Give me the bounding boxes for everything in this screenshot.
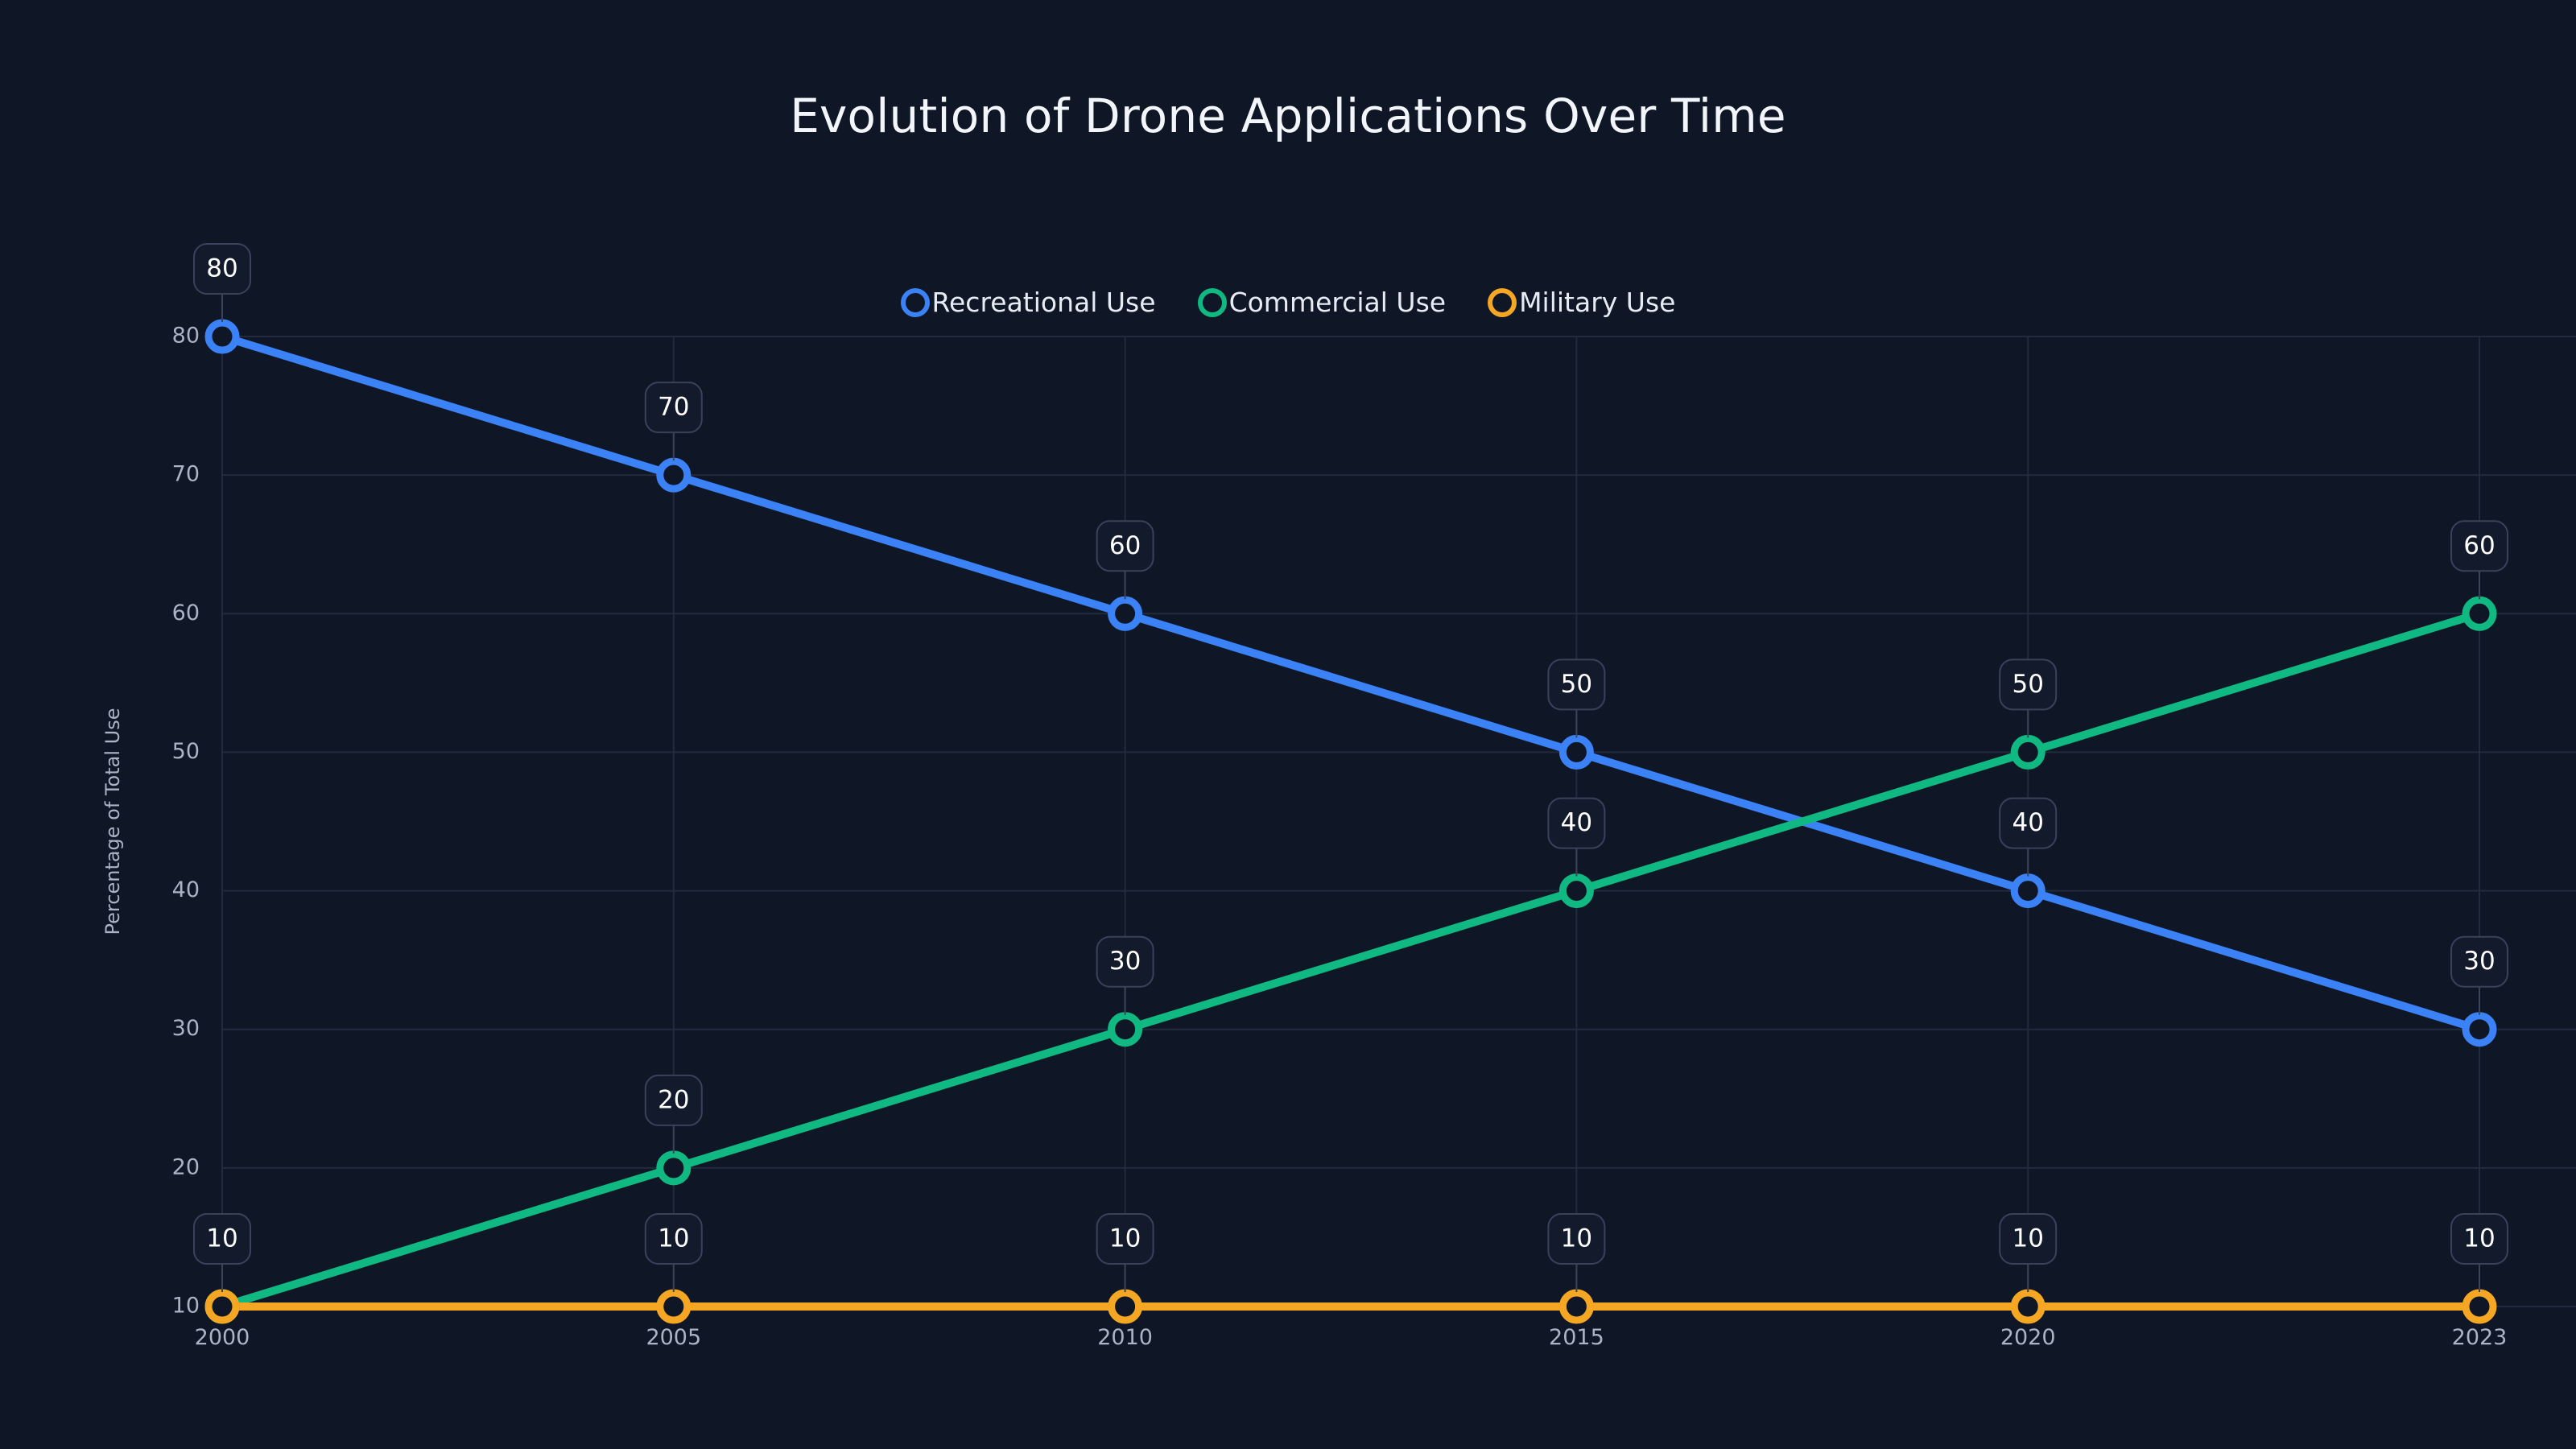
data-label-text: 10: [658, 1224, 689, 1253]
data-label-box: [2450, 935, 2508, 988]
data-label-text: 30: [1109, 947, 1141, 976]
y-axis-tick-label: 80: [172, 324, 200, 349]
y-axis-tick-label: 10: [172, 1294, 200, 1319]
data-label-text: 60: [1109, 531, 1141, 560]
data-label-box: [1999, 1213, 2058, 1265]
data-label-box: [2450, 1213, 2508, 1265]
data-point-marker[interactable]: [2462, 596, 2497, 631]
data-label-text: 40: [1561, 808, 1592, 837]
data-point-marker[interactable]: [656, 457, 691, 493]
y-axis-tick-label: 30: [172, 1016, 200, 1041]
data-point-marker[interactable]: [204, 319, 240, 354]
data-point-marker[interactable]: [656, 1150, 691, 1186]
data-label-text: 80: [206, 254, 237, 283]
data-point-marker[interactable]: [1558, 734, 1594, 770]
data-label-text: 10: [206, 1224, 237, 1253]
x-axis-tick-label: 2005: [646, 1325, 701, 1350]
y-axis-tick-label: 50: [172, 739, 200, 764]
x-axis-tick-label: 2023: [2452, 1325, 2508, 1350]
data-point-marker[interactable]: [2462, 1289, 2497, 1324]
data-point-marker[interactable]: [2010, 1289, 2046, 1324]
data-point-marker[interactable]: [2010, 873, 2046, 909]
data-point-marker[interactable]: [2462, 1012, 2497, 1047]
data-label-box: [644, 1074, 703, 1126]
data-label-box: [2450, 520, 2508, 572]
data-label-box: [1096, 520, 1154, 572]
data-point-marker[interactable]: [1108, 1289, 1143, 1324]
data-label-box: [193, 1213, 251, 1265]
data-point-marker[interactable]: [204, 1289, 240, 1324]
x-axis-tick-label: 2015: [1549, 1325, 1604, 1350]
data-point-marker[interactable]: [1558, 1289, 1594, 1324]
data-label-box: [1999, 797, 2058, 849]
data-label-box: [193, 243, 251, 295]
data-label-box: [644, 1213, 703, 1265]
data-label-text: 10: [2463, 1224, 2495, 1253]
data-label-text: 30: [2463, 947, 2495, 976]
data-label-box: [644, 382, 703, 434]
data-point-marker[interactable]: [1558, 873, 1594, 909]
data-label-box: [1547, 797, 1606, 849]
series-line-1: [218, 609, 2483, 1311]
data-label-box: [1547, 1213, 1606, 1265]
data-label-box: [1999, 658, 2058, 711]
data-point-marker[interactable]: [2010, 734, 2046, 770]
data-label-text: 50: [2012, 670, 2043, 699]
data-label-text: 70: [658, 393, 689, 422]
x-axis-tick-label: 2020: [2000, 1325, 2056, 1350]
data-label-box: [1096, 1213, 1154, 1265]
data-label-text: 10: [2012, 1224, 2043, 1253]
data-label-box: [1096, 935, 1154, 988]
series-line-0: [218, 332, 2483, 1034]
y-axis-tick-label: 60: [172, 601, 200, 625]
x-axis-tick-label: 2010: [1097, 1325, 1153, 1350]
data-point-marker[interactable]: [1108, 1012, 1143, 1047]
data-label-box: [1547, 658, 1606, 711]
data-label-text: 60: [2463, 531, 2495, 560]
data-label-text: 40: [2012, 808, 2043, 837]
page-title: Evolution of Drone Applications Over Tim…: [790, 89, 1786, 143]
data-label-text: 10: [1561, 1224, 1592, 1253]
x-axis-tick-label: 2000: [195, 1325, 250, 1350]
y-axis-title: Percentage of Total Use: [101, 708, 124, 935]
data-point-marker[interactable]: [1108, 596, 1143, 631]
y-axis-tick-label: 40: [172, 877, 200, 902]
data-label-text: 50: [1561, 670, 1592, 699]
y-axis-tick-label: 20: [172, 1154, 200, 1179]
data-point-marker[interactable]: [656, 1289, 691, 1324]
y-axis-tick-label: 70: [172, 462, 200, 487]
data-label-text: 10: [1109, 1224, 1141, 1253]
data-label-text: 20: [658, 1085, 689, 1114]
